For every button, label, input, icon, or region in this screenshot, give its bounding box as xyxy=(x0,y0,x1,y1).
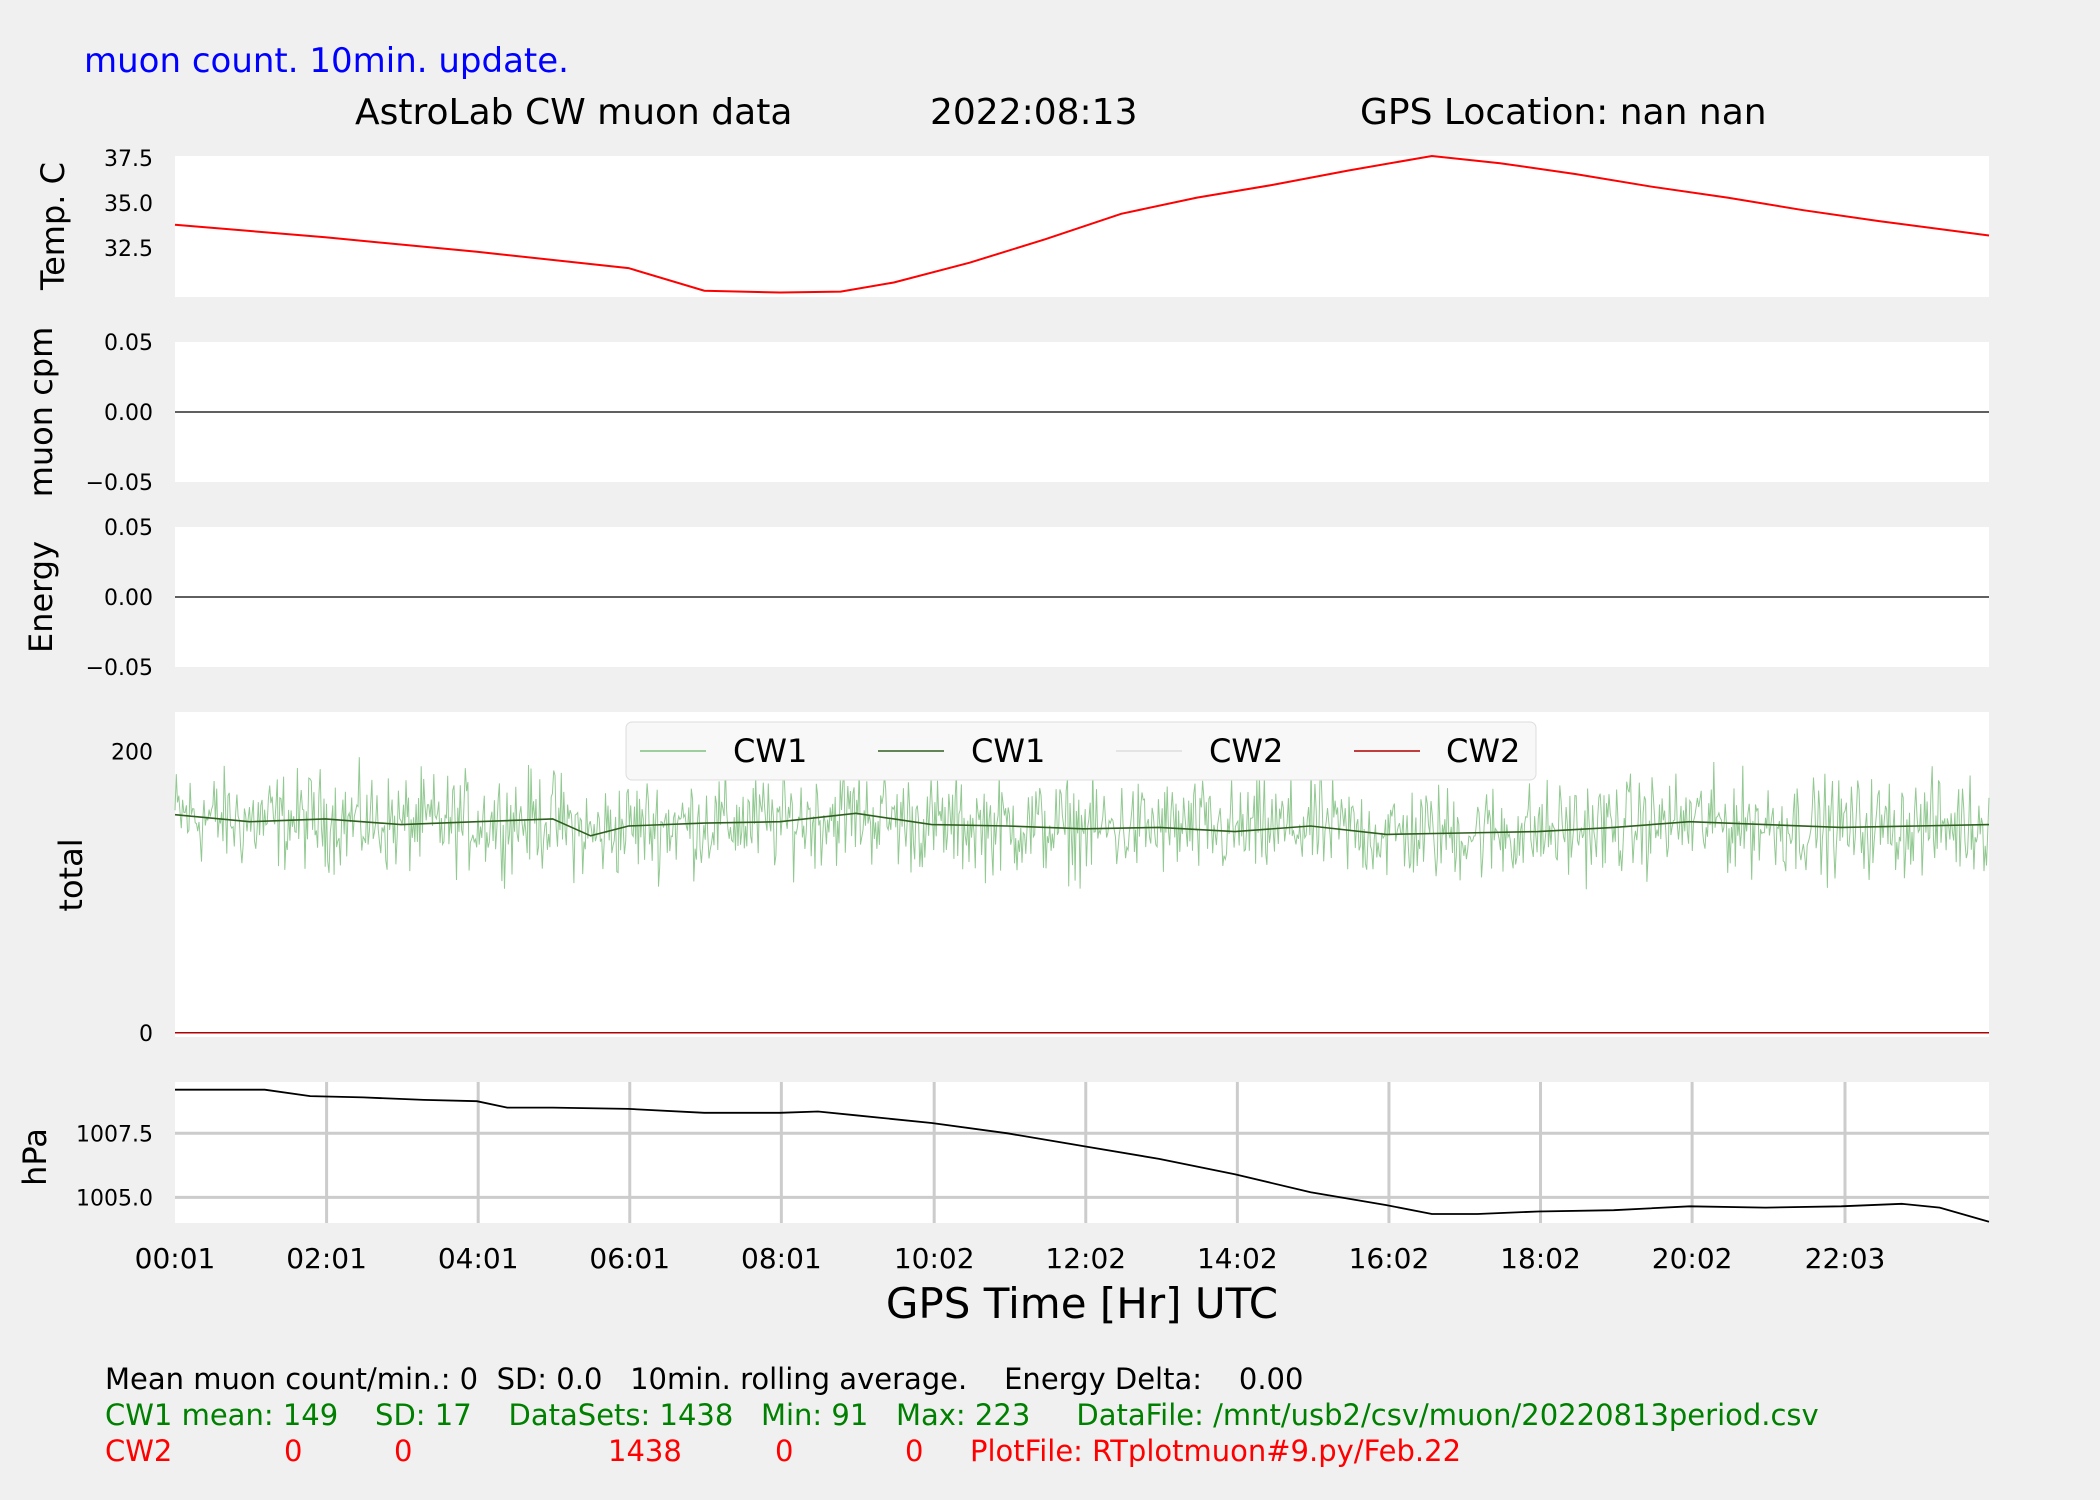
temperature-y-ticks: 32.5 35.0 37.5 xyxy=(104,147,153,262)
x-tick-label: 14:02 xyxy=(1197,1242,1278,1275)
y-tick-label: 0.00 xyxy=(104,401,153,426)
y-tick-label: 0.00 xyxy=(104,586,153,611)
x-axis-label: GPS Time [Hr] UTC xyxy=(886,1279,1278,1328)
y-tick-label: 32.5 xyxy=(104,237,153,262)
pressure-lines xyxy=(175,1088,1990,1223)
stats-cw2-mean: 0 xyxy=(284,1434,302,1468)
pressure-y-label: hPa xyxy=(16,1128,54,1186)
chart-title: AstroLab CW muon data xyxy=(355,92,792,133)
stats-cw2-datasets: 1438 xyxy=(608,1434,682,1468)
energy-panel: 0.05 0.00 −0.05 Energy xyxy=(22,516,1989,681)
temperature-y-label: Temp. C xyxy=(34,162,72,291)
x-tick-label: 16:02 xyxy=(1349,1242,1430,1275)
muon-cpm-y-ticks: 0.05 0.00 −0.05 xyxy=(86,331,153,496)
legend-cw1-raw-label: CW1 xyxy=(733,732,807,770)
x-tick-label: 22:03 xyxy=(1805,1242,1886,1275)
x-tick-label: 00:01 xyxy=(135,1242,216,1275)
total-legend: CW1 CW1 CW2 CW2 xyxy=(625,721,1537,781)
x-tick-label: 02:01 xyxy=(286,1242,367,1275)
total-y-label: total xyxy=(52,838,90,911)
chart-date: 2022:08:13 xyxy=(930,92,1138,133)
x-tick-label: 06:01 xyxy=(589,1242,670,1275)
pressure-panel: 1007.5 1005.0 hPa xyxy=(16,1082,1990,1223)
stats-line-cw1: CW1 mean: 149 SD: 17 DataSets: 1438 Min:… xyxy=(105,1398,1819,1432)
x-tick-label: 08:01 xyxy=(741,1242,822,1275)
legend-cw2-avg-label: CW2 xyxy=(1446,732,1520,770)
pressure-line xyxy=(175,1088,1990,1223)
legend-cw1-avg-label: CW1 xyxy=(971,732,1045,770)
energy-y-label: Energy xyxy=(22,541,60,653)
legend-cw2-raw-label: CW2 xyxy=(1209,732,1283,770)
x-tick-label: 20:02 xyxy=(1652,1242,1733,1275)
cw1-raw-line xyxy=(174,757,1990,890)
temperature-lines xyxy=(174,154,1990,294)
x-tick-label: 12:02 xyxy=(1045,1242,1126,1275)
muon-cpm-y-label: muon cpm xyxy=(22,327,60,498)
legend-box xyxy=(625,721,1537,781)
stats-line-mean: Mean muon count/min.: 0 SD: 0.0 10min. r… xyxy=(105,1362,1303,1396)
x-tick-label: 10:02 xyxy=(894,1242,975,1275)
stats-cw2-min: 0 xyxy=(775,1434,793,1468)
y-tick-label: 0.05 xyxy=(104,516,153,541)
gps-location: GPS Location: nan nan xyxy=(1360,92,1767,133)
y-tick-label: −0.05 xyxy=(86,656,153,681)
y-tick-label: 0 xyxy=(139,1022,153,1047)
x-tick-label: 18:02 xyxy=(1500,1242,1581,1275)
pressure-y-ticks: 1007.5 1005.0 xyxy=(76,1122,153,1211)
y-tick-label: 200 xyxy=(111,740,153,765)
y-tick-label: 37.5 xyxy=(104,147,153,172)
energy-y-ticks: 0.05 0.00 −0.05 xyxy=(86,516,153,681)
cw1-average-line xyxy=(174,812,1990,837)
chart-subtitle: muon count. 10min. update. xyxy=(84,41,569,81)
stats-cw2-label: CW2 xyxy=(105,1434,172,1468)
x-axis-ticks: 00:01 02:01 04:01 06:01 08:01 10:02 12:02 14:02… xyxy=(135,1242,1886,1275)
y-tick-label: 35.0 xyxy=(104,192,153,217)
pressure-grid xyxy=(175,1082,1989,1223)
stats-cw2-sd: 0 xyxy=(394,1434,412,1468)
temperature-line xyxy=(174,154,1990,294)
stats-cw2-max: 0 xyxy=(905,1434,923,1468)
y-tick-label: 0.05 xyxy=(104,331,153,356)
y-tick-label: −0.05 xyxy=(86,471,153,496)
x-tick-label: 04:01 xyxy=(438,1242,519,1275)
stats-cw2-plotfile: PlotFile: RTplotmuon#9.py/Feb.22 xyxy=(970,1434,1461,1468)
muon-cpm-panel: 0.05 0.00 −0.05 muon cpm xyxy=(22,327,1989,498)
stats-line-cw2: CW2 0 0 1438 0 0 PlotFile: RTplotmuon#9.… xyxy=(105,1434,1461,1468)
temperature-panel: 32.5 35.0 37.5 Temp. C xyxy=(34,147,1990,297)
y-tick-label: 1007.5 xyxy=(76,1122,153,1147)
y-tick-label: 1005.0 xyxy=(76,1186,153,1211)
total-lines xyxy=(174,757,1990,1034)
pressure-plot-area xyxy=(175,1082,1989,1223)
